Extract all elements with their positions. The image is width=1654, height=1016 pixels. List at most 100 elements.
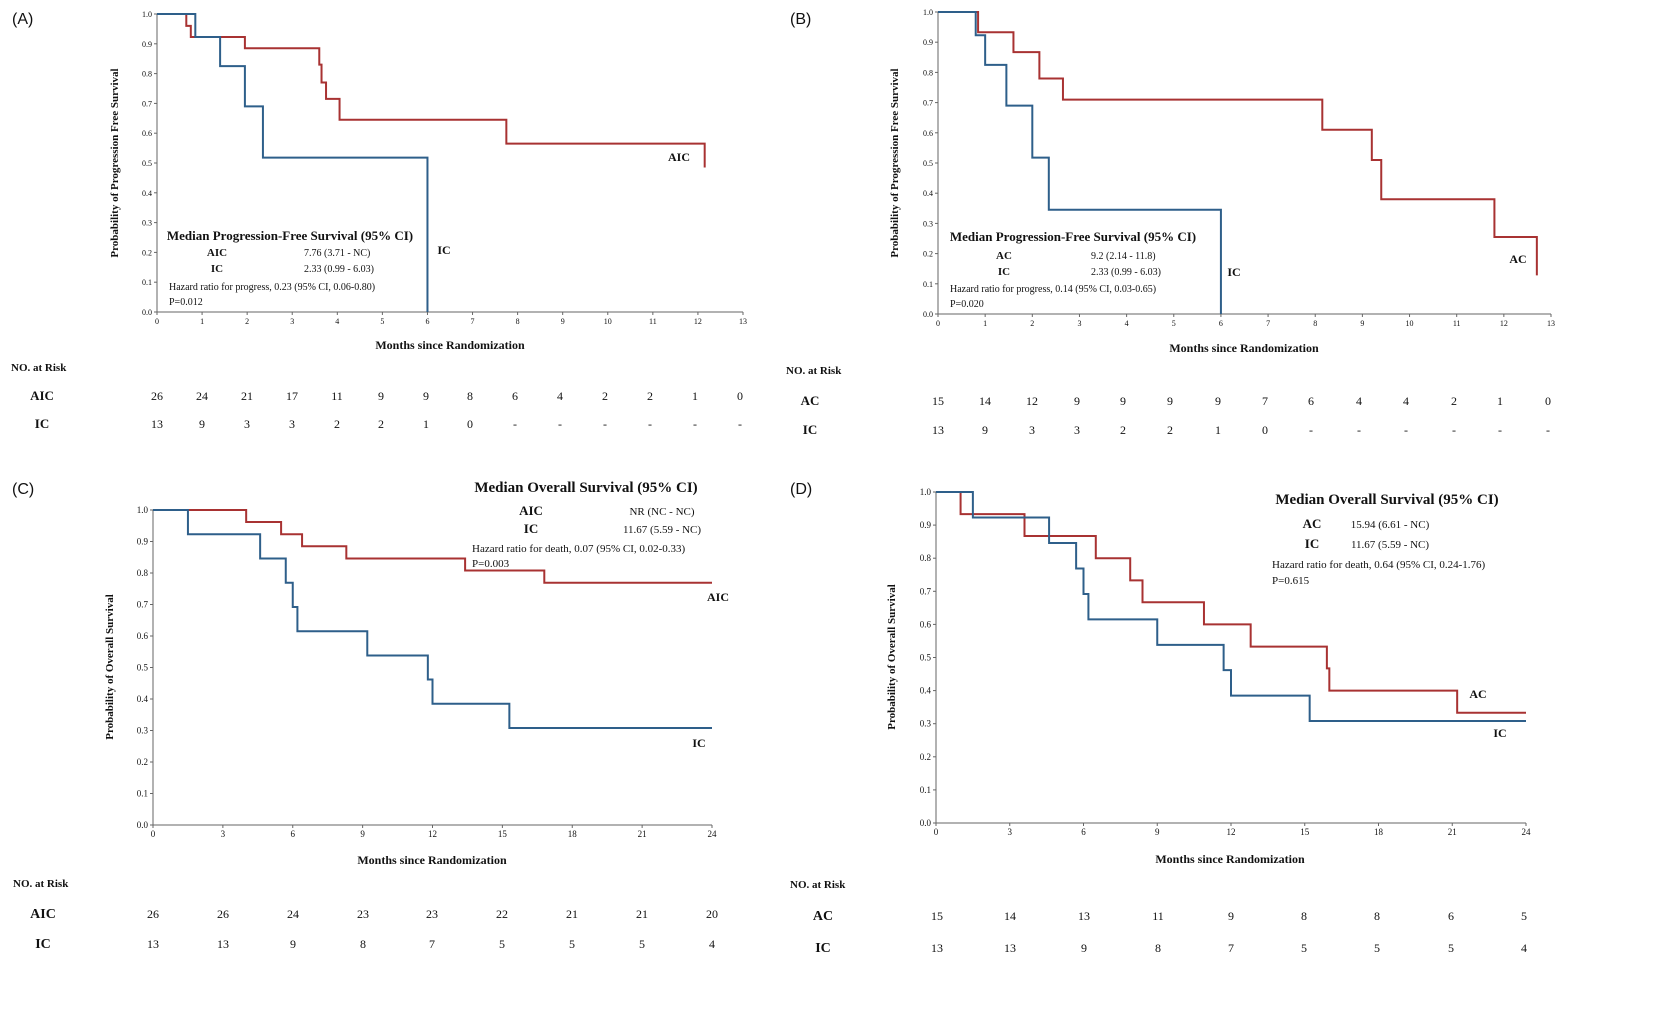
x-tick-label: 0 xyxy=(934,827,939,837)
risk-value: 20 xyxy=(706,907,718,921)
median-row-value: NR (NC - NC) xyxy=(629,506,694,518)
y-tick-label: 0.6 xyxy=(142,129,152,138)
risk-value: 9 xyxy=(1081,941,1087,955)
series-line-ac xyxy=(938,11,1538,276)
risk-value: 9 xyxy=(1215,394,1221,408)
risk-value: - xyxy=(738,417,742,431)
risk-value: 11 xyxy=(331,389,343,403)
risk-value: - xyxy=(693,417,697,431)
risk-value: 3 xyxy=(1074,423,1080,437)
risk-value: 15 xyxy=(931,909,943,923)
series-end-label-ic: IC xyxy=(1493,726,1506,740)
risk-value: 13 xyxy=(147,937,159,951)
risk-value: 3 xyxy=(289,417,295,431)
x-tick-label: 18 xyxy=(1374,827,1384,837)
y-axis-title: Probability of Overall Survival xyxy=(104,594,116,740)
risk-value: 9 xyxy=(290,937,296,951)
y-tick-label: 0.9 xyxy=(920,520,932,530)
risk-value: - xyxy=(1546,423,1550,437)
risk-value: 8 xyxy=(1301,909,1307,923)
p-value-text: P=0.012 xyxy=(169,297,203,308)
y-tick-label: 1.0 xyxy=(923,8,933,17)
x-tick-label: 12 xyxy=(428,829,437,839)
risk-value: 9 xyxy=(1167,394,1173,408)
y-tick-label: 0.5 xyxy=(923,159,933,168)
risk-value: 9 xyxy=(1074,394,1080,408)
x-tick-label: 2 xyxy=(1030,319,1034,328)
y-tick-label: 0.2 xyxy=(137,757,148,767)
series-line-ic xyxy=(153,509,712,729)
series-line-ic xyxy=(157,13,429,312)
median-row-label: AIC xyxy=(519,503,543,518)
risk-value: 12 xyxy=(1026,394,1038,408)
risk-row-label: AIC xyxy=(30,907,56,922)
x-tick-label: 5 xyxy=(1172,319,1176,328)
risk-value: - xyxy=(1404,423,1408,437)
hazard-ratio-text: Hazard ratio for progress, 0.23 (95% CI,… xyxy=(169,282,375,293)
risk-value: 1 xyxy=(1215,423,1221,437)
series-line-ic xyxy=(936,491,1526,723)
x-tick-label: 1 xyxy=(200,317,204,326)
x-tick-label: 10 xyxy=(1406,319,1414,328)
risk-value: 5 xyxy=(499,937,505,951)
risk-value: 26 xyxy=(217,907,229,921)
y-tick-label: 0.2 xyxy=(142,248,152,257)
x-tick-label: 12 xyxy=(1227,827,1236,837)
median-row-value: 2.33 (0.99 - 6.03) xyxy=(1091,267,1161,278)
risk-row-label: AC xyxy=(813,909,833,924)
y-tick-label: 0.6 xyxy=(920,619,932,629)
risk-value: 2 xyxy=(1120,423,1126,437)
risk-value: - xyxy=(1498,423,1502,437)
p-value-text: P=0.020 xyxy=(950,299,984,310)
y-tick-label: 0.8 xyxy=(142,70,152,79)
x-tick-label: 0 xyxy=(936,319,940,328)
median-row-label: AIC xyxy=(207,247,227,259)
panel-c: (C) 0.0 0.1 0.2 0.3 0.4 0.5 0.6 0.7 0.8 0.9 1.0 0 3 6 9… xyxy=(12,480,729,952)
y-tick-label: 0.4 xyxy=(923,189,933,198)
y-tick-label: 0.5 xyxy=(920,653,932,663)
risk-value: 2 xyxy=(334,417,340,431)
p-value-text: P=0.003 xyxy=(472,558,510,570)
y-tick-label: 0.1 xyxy=(142,278,152,287)
y-tick-label: 0.8 xyxy=(920,553,932,563)
risk-value: - xyxy=(1357,423,1361,437)
x-tick-label: 13 xyxy=(1547,319,1555,328)
y-tick-label: 1.0 xyxy=(142,10,152,19)
x-tick-label: 15 xyxy=(1300,827,1310,837)
x-axis-title: Months since Randomization xyxy=(357,853,507,867)
y-tick-label: 0.9 xyxy=(923,38,933,47)
risk-value: 23 xyxy=(357,907,369,921)
panel-d: (D) 0.0 0.1 0.2 0.3 0.4 0.5 0.6 0.7 0.8 0.9 1.0 0 3 6 9… xyxy=(790,481,1531,956)
series-end-label-ac: AC xyxy=(1509,252,1526,266)
x-tick-label: 12 xyxy=(694,317,702,326)
y-tick-label: 0.4 xyxy=(142,189,152,198)
risk-value: 13 xyxy=(217,937,229,951)
y-tick-label: 0.7 xyxy=(920,586,932,596)
y-tick-label: 0.0 xyxy=(142,308,152,317)
risk-value: 2 xyxy=(378,417,384,431)
risk-row-label: AC xyxy=(801,393,820,408)
y-tick-label: 0.0 xyxy=(920,818,932,828)
y-tick-label: 1.0 xyxy=(920,487,932,497)
x-tick-label: 6 xyxy=(425,317,429,326)
y-tick-label: 0.1 xyxy=(920,785,931,795)
y-tick-label: 0.4 xyxy=(137,694,149,704)
series-end-label-ac: AC xyxy=(1469,687,1486,701)
y-axis-title: Probability of Overall Survival xyxy=(886,584,898,730)
panel-label: (D) xyxy=(790,481,812,498)
risk-value: 21 xyxy=(566,907,578,921)
x-tick-label: 15 xyxy=(498,829,508,839)
panel-a: (A)0.00.10.20.30.40.50.60.70.80.91.00 1 2 3… xyxy=(11,10,747,431)
risk-value: 4 xyxy=(1521,941,1527,955)
risk-value: 13 xyxy=(931,941,943,955)
risk-row-label: IC xyxy=(35,937,51,952)
risk-value: 0 xyxy=(467,417,473,431)
median-row-value: 2.33 (0.99 - 6.03) xyxy=(304,264,374,275)
risk-value: 24 xyxy=(196,389,208,403)
risk-value: 21 xyxy=(241,389,253,403)
x-tick-label: 0 xyxy=(151,829,156,839)
y-axis-title: Probability of Progression Free Survival xyxy=(109,68,121,257)
x-tick-label: 9 xyxy=(561,317,565,326)
y-tick-label: 0.6 xyxy=(923,129,933,138)
